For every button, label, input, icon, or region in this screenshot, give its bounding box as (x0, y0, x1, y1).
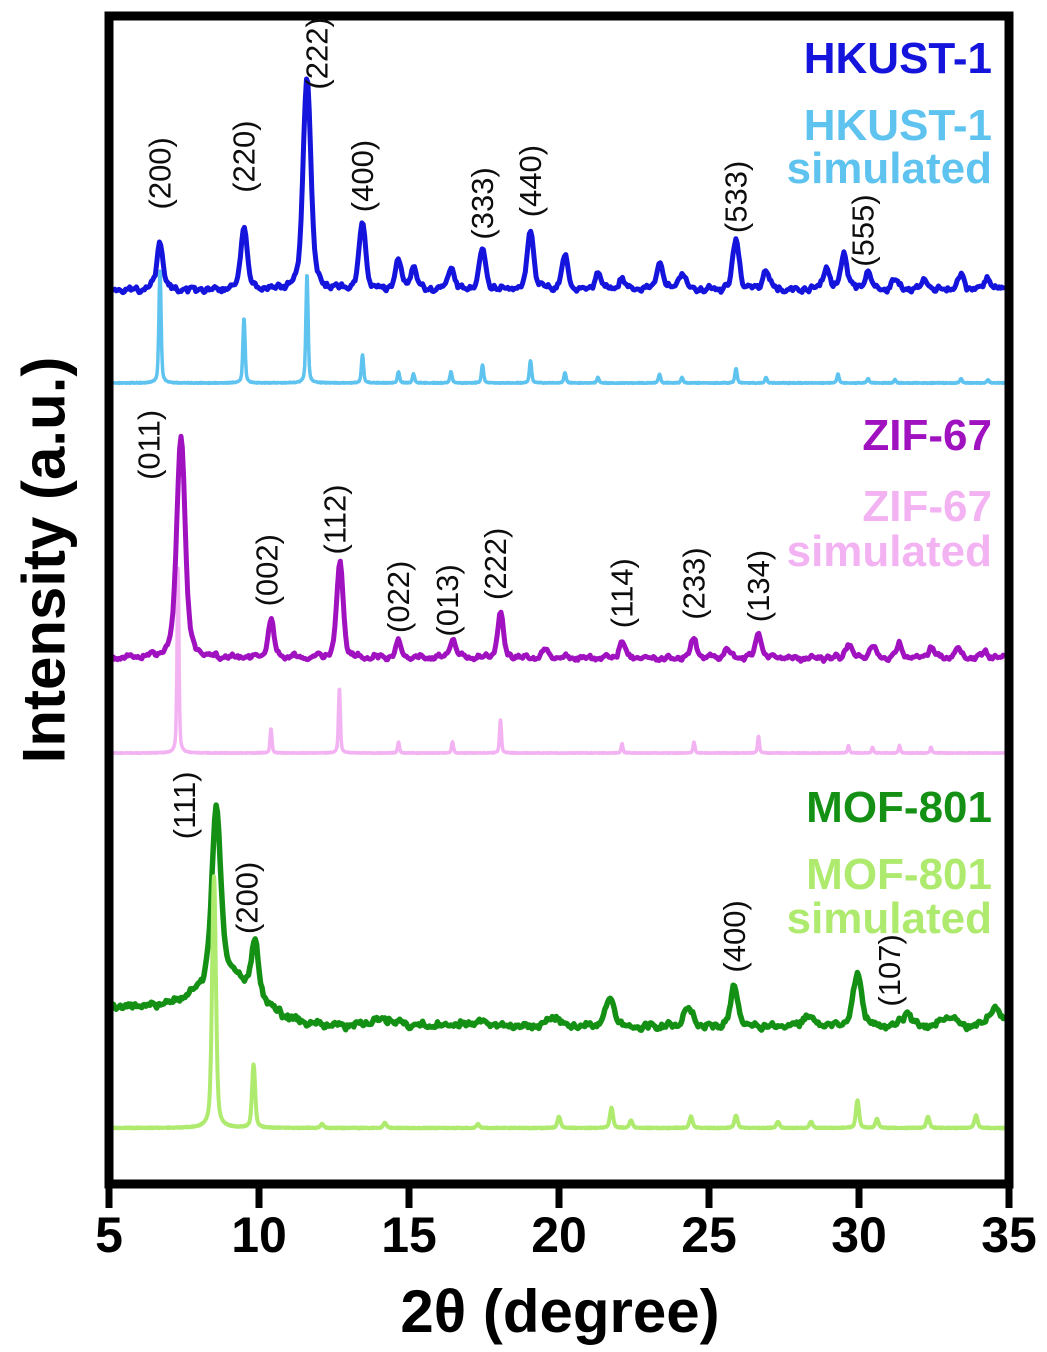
legend-zif67-sim-line1: ZIF-67 (862, 482, 992, 531)
peak-label-mof801-107: (107) (872, 934, 907, 1006)
peak-label-hkust1-220: (220) (227, 120, 262, 192)
x-tick-label-25: 25 (681, 1207, 737, 1263)
peak-label-hkust1-333: (333) (465, 167, 500, 239)
x-axis-ticks-group: 5 10 15 20 25 30 35 (95, 1184, 1037, 1263)
x-tick-label-20: 20 (531, 1207, 587, 1263)
legend-hkust1: HKUST-1 (804, 34, 992, 83)
trace-hkust1-sim (113, 269, 1005, 386)
peak-label-mof801-200: (200) (230, 862, 265, 934)
peak-label-hkust1-555: (555) (846, 194, 881, 266)
peak-label-zif67-114: (114) (605, 558, 640, 628)
peak-label-zif67-233: (233) (677, 547, 712, 619)
peak-label-hkust1-222: (222) (300, 17, 335, 89)
peak-label-zif67-002: (002) (250, 534, 285, 606)
legend-zif67-sim-line2: simulated (787, 527, 992, 576)
x-tick-label-30: 30 (831, 1207, 887, 1263)
trace-zif67 (113, 433, 1005, 664)
x-tick-label-5: 5 (95, 1207, 123, 1263)
peak-label-hkust1-200: (200) (143, 137, 178, 209)
trace-mof801-sim (113, 874, 1005, 1131)
trace-zif67-sim (113, 566, 1005, 756)
x-tick-label-35: 35 (981, 1207, 1037, 1263)
legend-mof801: MOF-801 (806, 783, 992, 832)
x-tick-label-10: 10 (231, 1207, 287, 1263)
peak-label-zif67-222: (222) (478, 528, 513, 600)
legend-zif67: ZIF-67 (862, 411, 992, 460)
traces-group (113, 76, 1005, 1131)
y-axis-title: Intensity (a.u.) (11, 357, 78, 764)
peak-label-zif67-011: (011) (132, 410, 167, 480)
legend-mof801-sim-line2: simulated (787, 894, 992, 943)
peak-label-mof801-111: (111) (167, 771, 202, 839)
legend-hkust1-sim-line1: HKUST-1 (804, 101, 992, 150)
peak-label-hkust1-400: (400) (345, 140, 380, 212)
trace-mof801 (113, 802, 1005, 1033)
peak-label-hkust1-533: (533) (719, 161, 754, 233)
peak-label-mof801-400: (400) (717, 900, 752, 972)
legend-group: HKUST-1HKUST-1simulatedZIF-67ZIF-67simul… (787, 34, 992, 943)
peak-labels-group: (200) (220) (222) (400) (333) (440) (533) (555)… (132, 17, 908, 1006)
peak-label-zif67-013: (013) (430, 564, 465, 636)
legend-hkust1-sim-line2: simulated (787, 144, 992, 193)
trace-hkust1 (113, 76, 1005, 296)
x-tick-label-15: 15 (381, 1207, 437, 1263)
peak-label-zif67-134: (134) (741, 550, 776, 622)
peak-label-hkust1-440: (440) (513, 145, 548, 217)
peak-label-zif67-112: (112) (318, 484, 353, 554)
x-axis-title: 2θ (degree) (400, 1278, 719, 1345)
legend-mof801-sim-line1: MOF-801 (806, 850, 992, 899)
peak-label-zif67-022: (022) (381, 561, 416, 633)
